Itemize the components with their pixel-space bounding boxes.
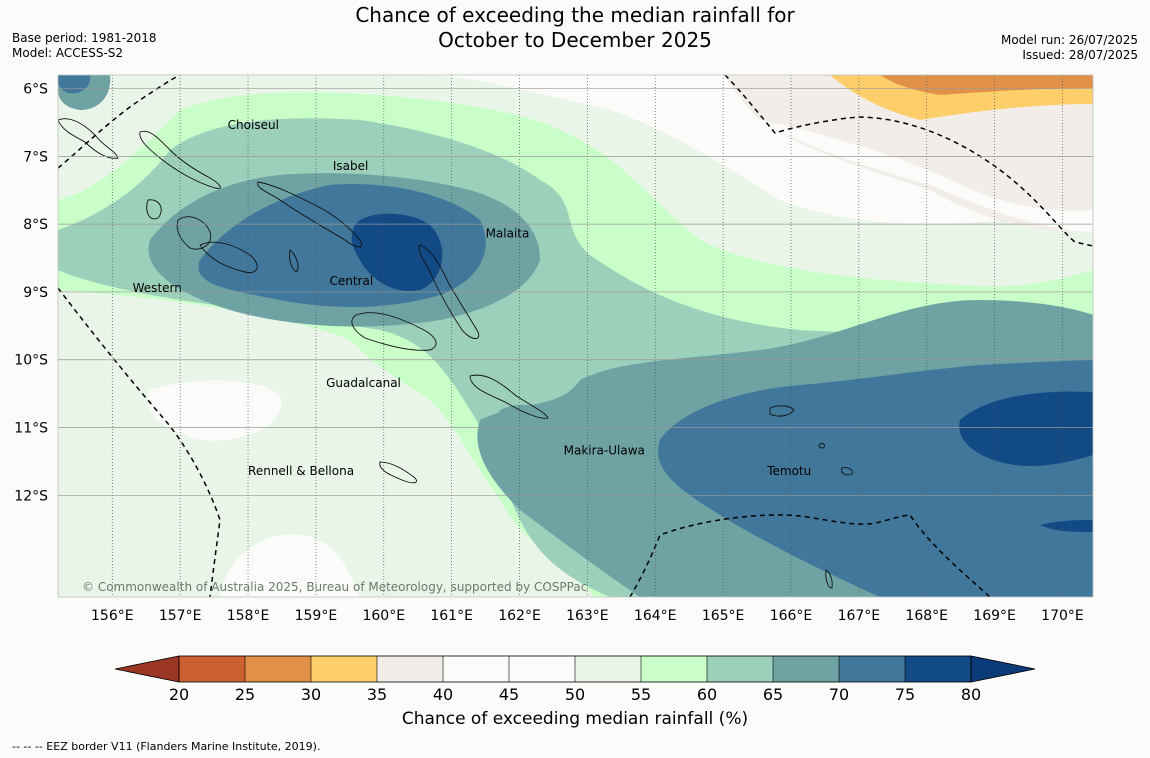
colorbar-tick-label: 70: [829, 685, 849, 704]
lon-tick-label: 157°E: [159, 608, 202, 624]
model-run-text: Model run: 26/07/2025: [1000, 33, 1138, 47]
field-50-55-west: [147, 380, 282, 441]
lat-tick-label: 12°S: [14, 488, 48, 504]
colorbar-tick-label: 45: [499, 685, 519, 704]
lon-tick-label: 170°E: [1041, 608, 1084, 624]
colorbar-segments: [114, 655, 1036, 683]
region-label: Western: [133, 281, 182, 295]
colorbar-tick-label: 50: [565, 685, 585, 704]
colorbar-tick-label: 20: [169, 685, 189, 704]
colorbar-over-arrow: [970, 655, 1036, 683]
map-field: [58, 75, 1093, 597]
colorbar-segment: [707, 656, 774, 682]
lat-tick-label: 10°S: [14, 353, 48, 369]
eez-footnote: -- -- -- EEZ border V11 (Flanders Marine…: [12, 740, 321, 753]
title-line-1: Chance of exceeding the median rainfall …: [355, 3, 795, 27]
region-label: Choiseul: [228, 118, 279, 132]
colorbar-tick-label: 35: [367, 685, 387, 704]
region-label: Makira-Ulawa: [564, 444, 645, 458]
lon-tick-labels: 156°E 157°E 158°E 159°E 160°E 161°E 162°E 163°E…: [91, 608, 1084, 624]
colorbar-tick-label: 75: [895, 685, 915, 704]
lon-tick-label: 167°E: [838, 608, 881, 624]
field-30-35: [880, 75, 1093, 95]
eez-border: [58, 75, 1093, 597]
colorbar-segment: [509, 656, 576, 682]
colorbar-segment: [575, 656, 642, 682]
colorbar-tick-label: 30: [301, 685, 321, 704]
lat-tick-labels: 6°S 7°S 8°S 9°S 10°S 11°S 12°S: [14, 82, 48, 505]
lon-tick-label: 169°E: [973, 608, 1016, 624]
colorbar-label: Chance of exceeding median rainfall (%): [401, 709, 749, 729]
colorbar-tick-label: 55: [631, 685, 651, 704]
lat-tick-label: 9°S: [23, 285, 48, 301]
map-frame: [57, 74, 1094, 598]
lat-tick-label: 6°S: [23, 82, 48, 98]
issued-text: Issued: 28/07/2025: [1022, 48, 1138, 62]
colorbar-under-arrow: [114, 655, 180, 683]
lat-tick-label: 11°S: [14, 421, 48, 437]
lon-tick-label: 161°E: [430, 608, 473, 624]
colorbar-segment: [641, 656, 708, 682]
colorbar-segment: [443, 656, 510, 682]
field-45-50: [760, 120, 1093, 232]
lon-tick-label: 159°E: [295, 608, 338, 624]
copyright-text: © Commonwealth of Australia 2025, Bureau…: [82, 580, 587, 594]
rainfall-map: 156°E 157°E 158°E 159°E 160°E 161°E 162°E 163°E…: [14, 74, 1094, 624]
lon-tick-label: 163°E: [566, 608, 609, 624]
colorbar-tick-label: 40: [433, 685, 453, 704]
field-80-east: [959, 391, 1093, 466]
colorbar-segment: [839, 656, 906, 682]
field-40-45: [725, 75, 1093, 231]
meta-left: Base period: 1981-2018 Model: ACCESS-S2: [12, 31, 157, 61]
lon-tick-label: 160°E: [362, 608, 405, 624]
field-80-north: [351, 213, 443, 291]
region-labels: Choiseul Isabel Malaita Western Central Guada…: [133, 118, 812, 478]
region-label: Malaita: [486, 227, 530, 241]
lon-tick-label: 158°E: [227, 608, 270, 624]
colorbar-segment: [179, 656, 246, 682]
lon-tick-label: 168°E: [905, 608, 948, 624]
colorbar-tick-label: 80: [961, 685, 981, 704]
colorbar-segment: [245, 656, 312, 682]
region-label: Rennell & Bellona: [248, 464, 354, 478]
region-label: Temotu: [766, 464, 811, 478]
colorbar-segment: [773, 656, 840, 682]
region-label: Isabel: [333, 159, 368, 173]
field-80-southeast: [1040, 520, 1093, 532]
colorbar-tick-label: 65: [763, 685, 783, 704]
lon-tick-label: 166°E: [770, 608, 813, 624]
lon-tick-label: 165°E: [702, 608, 745, 624]
lat-tick-label: 7°S: [23, 149, 48, 165]
lat-tick-label: 8°S: [23, 217, 48, 233]
colorbar-tick-label: 25: [235, 685, 255, 704]
lon-tick-label: 164°E: [634, 608, 677, 624]
colorbar-segment: [377, 656, 444, 682]
lon-tick-label: 156°E: [91, 608, 134, 624]
meta-right: Model run: 26/07/2025 Issued: 28/07/2025: [1001, 33, 1138, 63]
title-line-2: October to December 2025: [438, 28, 712, 52]
base-period-text: Base period: 1981-2018: [12, 31, 157, 45]
lon-tick-label: 162°E: [498, 608, 541, 624]
field-50-55-south: [220, 534, 360, 597]
region-label: Guadalcanal: [326, 376, 401, 390]
model-text: Model: ACCESS-S2: [12, 46, 124, 60]
region-label: Central: [329, 274, 373, 288]
colorbar-segment: [905, 656, 972, 682]
colorbar-tick-labels: 20 25 30 35 40 45 50 55 60 65 70 75 80: [169, 685, 981, 704]
chart-title: Chance of exceeding the median rainfall …: [0, 3, 1150, 53]
colorbar-segment: [311, 656, 378, 682]
coastlines: [58, 118, 853, 589]
colorbar-tick-label: 60: [697, 685, 717, 704]
graticule: [58, 75, 1093, 597]
